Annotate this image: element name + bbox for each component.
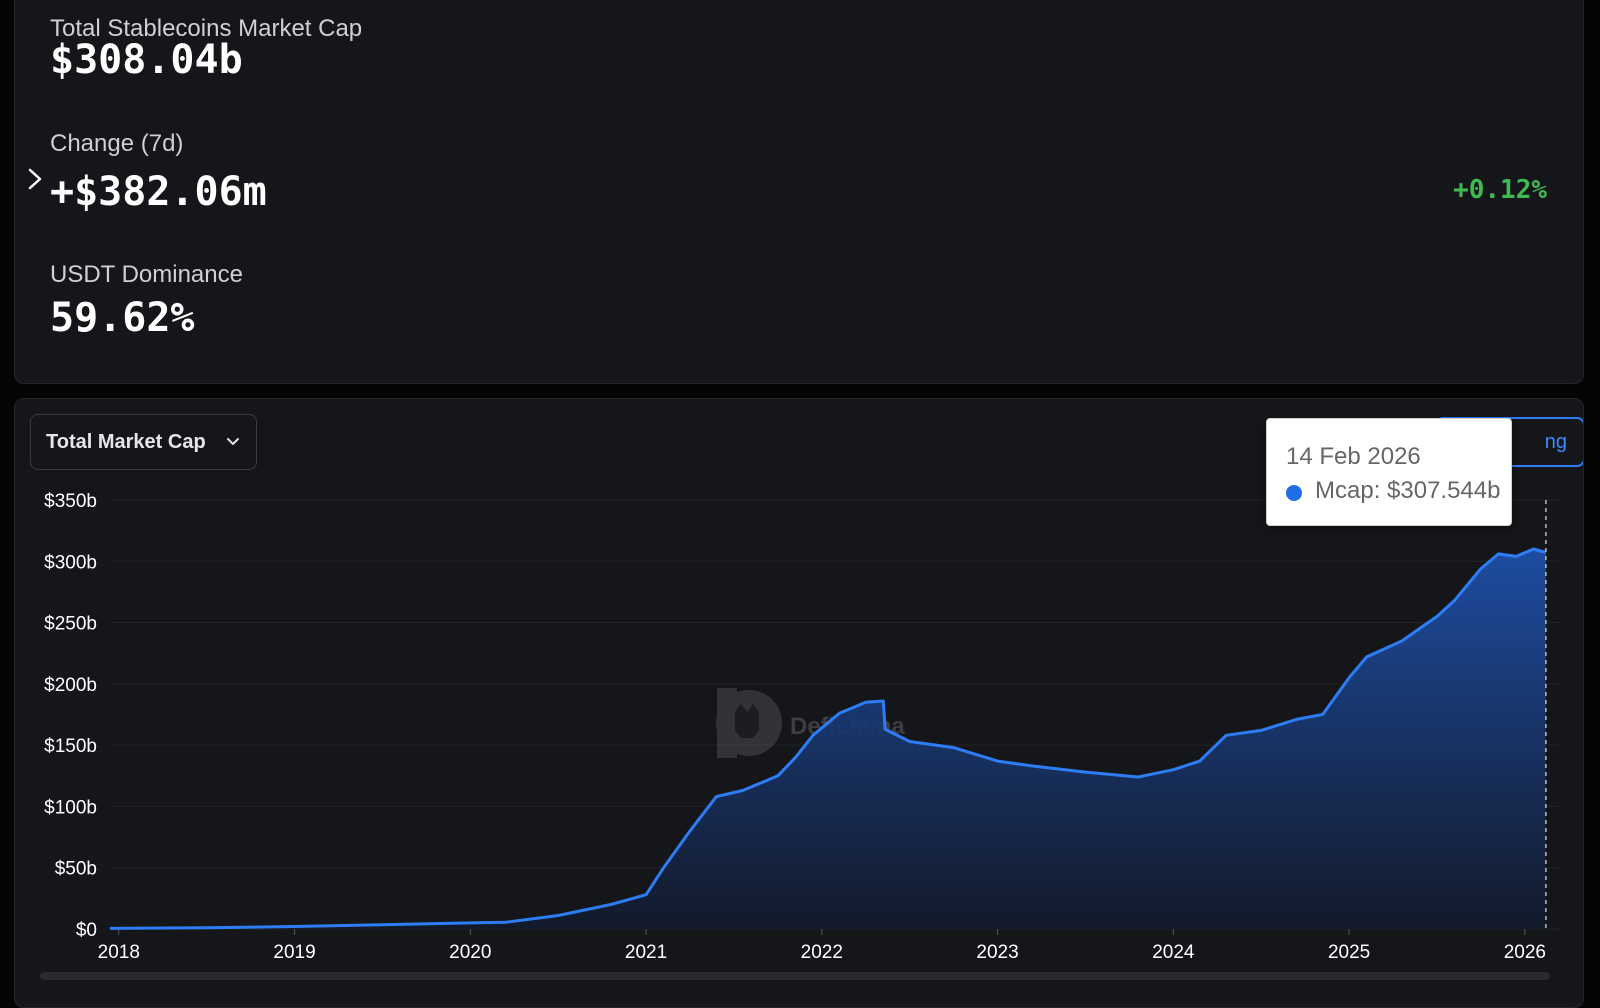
- change-percent: +0.12%: [1453, 175, 1547, 205]
- change-value: +$382.06m: [50, 169, 267, 215]
- toggle-label: ng: [1544, 430, 1567, 453]
- total-mcap-label: Total Stablecoins Market Cap: [50, 15, 363, 42]
- chevron-right-icon[interactable]: [25, 164, 45, 194]
- series-dot-icon: [1286, 485, 1302, 501]
- stats-card: Total Stablecoins Market Cap $308.04b Ch…: [14, 0, 1584, 384]
- tooltip-date: 14 Feb 2026: [1286, 443, 1421, 470]
- chevron-down-icon: [227, 438, 239, 445]
- tooltip-value: Mcap: $307.544b: [1315, 477, 1501, 504]
- dominance-value: 59.62%: [50, 295, 195, 341]
- dominance-label: USDT Dominance: [50, 261, 243, 288]
- total-mcap-value: $308.04b: [50, 37, 243, 83]
- horizontal-scrollbar[interactable]: [40, 972, 1550, 980]
- chart-type-dropdown[interactable]: Total Market Cap: [30, 414, 257, 470]
- chart-tooltip: 14 Feb 2026 Mcap: $307.544b: [1266, 418, 1512, 526]
- dropdown-label: Total Market Cap: [46, 430, 206, 453]
- change-label: Change (7d): [50, 130, 184, 157]
